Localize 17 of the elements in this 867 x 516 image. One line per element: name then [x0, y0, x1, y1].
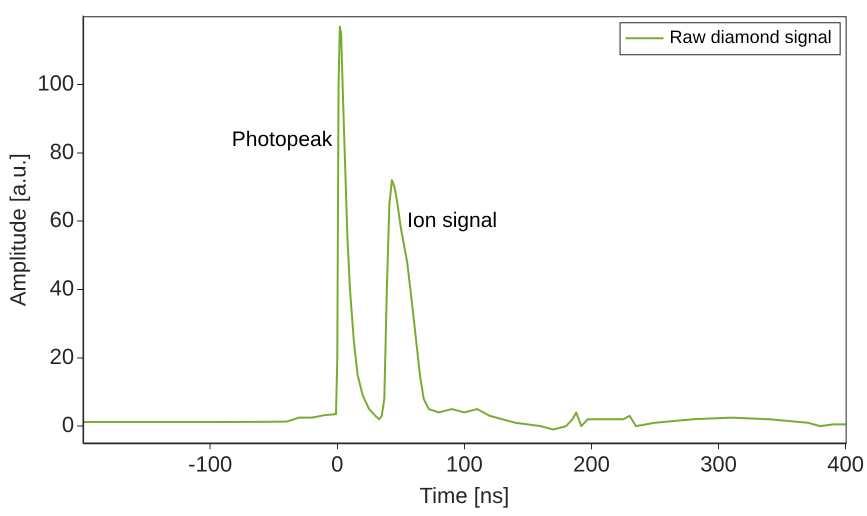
x-tick-label: 400: [827, 451, 864, 476]
y-tick-label: 40: [50, 276, 74, 301]
y-axis-title: Amplitude [a.u.]: [5, 153, 30, 306]
legend-label: Raw diamond signal: [670, 27, 832, 48]
x-tick-label: 200: [573, 451, 610, 476]
y-tick-label: 0: [62, 412, 74, 438]
annotation: Ion signal: [407, 208, 498, 232]
x-axis-title: Time [ns]: [420, 482, 510, 508]
y-tick-label: 80: [50, 138, 74, 164]
x-tick-label: 0: [331, 451, 344, 476]
y-tick-label: 20: [50, 344, 74, 369]
y-tick-label: 100: [37, 70, 74, 96]
x-tick-label: -100: [188, 451, 232, 476]
annotation: Photopeak: [232, 128, 333, 151]
x-tick-label: 100: [446, 451, 483, 476]
y-tick-label: 60: [50, 207, 74, 232]
x-tick-label: 300: [700, 451, 737, 476]
